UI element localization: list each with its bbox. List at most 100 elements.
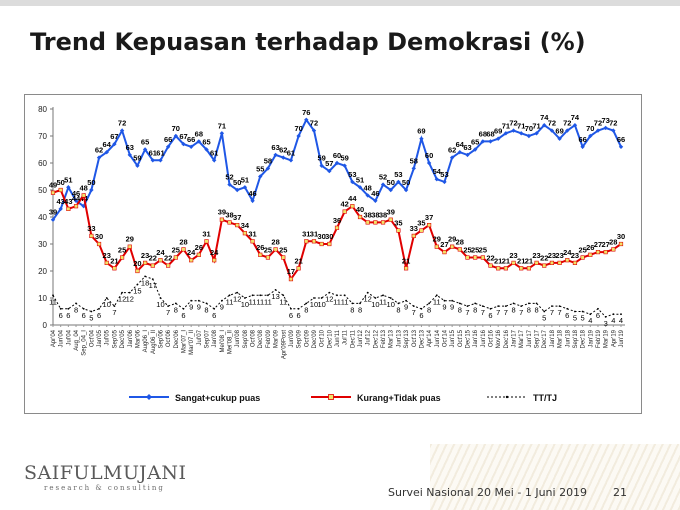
data-label: 23: [103, 251, 111, 260]
data-point-satisfied: [411, 166, 416, 171]
data-label: 50: [57, 178, 65, 187]
data-label: 12: [364, 295, 372, 304]
data-point-tttj: [228, 294, 231, 297]
data-point-tttj: [113, 305, 116, 307]
data-label: 43: [64, 197, 72, 206]
data-label: 51: [241, 175, 249, 184]
x-tick-label: Aug06_I: [143, 330, 149, 353]
data-label: 21: [110, 256, 118, 265]
data-point-satisfied: [373, 198, 378, 203]
data-point-tttj: [574, 310, 576, 313]
data-label: 9: [197, 303, 201, 312]
data-label: 39: [49, 208, 57, 217]
data-point-dissatisfied: [296, 266, 301, 271]
data-label: 39: [387, 208, 395, 217]
data-point-tttj: [474, 302, 477, 305]
x-tick-label: Jun'17: [527, 329, 533, 347]
data-label: 28: [179, 237, 187, 246]
data-point-satisfied: [66, 185, 71, 190]
data-label: 52: [225, 173, 233, 182]
data-label: 23: [548, 251, 556, 260]
data-label: 64: [456, 140, 465, 149]
data-label: 7: [112, 308, 116, 317]
data-label: 4: [619, 316, 623, 325]
data-point-tttj: [604, 316, 607, 318]
data-point-tttj: [527, 302, 530, 305]
data-label: 26: [256, 243, 264, 252]
data-label: 12: [233, 295, 241, 304]
data-point-tttj: [374, 297, 377, 299]
data-label: 39: [218, 208, 226, 217]
data-label: 61: [210, 148, 218, 157]
data-point-satisfied: [480, 139, 486, 144]
legend-label: Sangat+cukup puas: [175, 393, 260, 403]
x-tick-label: Jun'04: [59, 329, 65, 347]
data-label: 72: [118, 119, 126, 128]
data-label: 11: [341, 297, 349, 306]
data-point-satisfied: [173, 133, 179, 139]
data-label: 68: [479, 129, 487, 138]
data-label: 25: [264, 246, 272, 255]
data-point-dissatisfied: [196, 252, 201, 257]
data-label: 5: [581, 314, 585, 323]
legend-label: TT/TJ: [533, 393, 557, 403]
x-tick-label: Mar'07_I: [181, 330, 187, 353]
data-point-tttj: [458, 302, 461, 305]
data-point-tttj: [282, 294, 285, 297]
data-point-dissatisfied: [127, 244, 132, 249]
data-label: 49: [49, 181, 57, 190]
x-tick-label: Jul'11: [343, 329, 349, 345]
data-label: 7: [481, 308, 485, 317]
data-label: 27: [440, 240, 448, 249]
x-tick-label: Dec'08: [258, 329, 264, 348]
data-label: 12: [126, 295, 134, 304]
data-label: 21: [294, 256, 302, 265]
data-label: 70: [586, 124, 594, 133]
data-label: 23: [571, 251, 579, 260]
data-label: 25: [463, 246, 471, 255]
data-point-satisfied: [211, 158, 217, 163]
data-label: 72: [310, 119, 318, 128]
x-tick-label: Sep'06: [158, 329, 164, 348]
data-label: 31: [302, 229, 310, 238]
data-point-tttj: [443, 299, 446, 302]
data-point-satisfied: [396, 179, 401, 185]
data-point-satisfied: [242, 185, 248, 190]
x-tick-label: Jun'16: [481, 329, 487, 347]
data-point-satisfied: [96, 155, 102, 160]
data-label: 5: [573, 314, 577, 323]
x-tick-label: Mar'06: [135, 329, 141, 348]
data-label: 36: [333, 216, 341, 225]
data-point-satisfied: [188, 144, 194, 149]
data-point-tttj: [336, 294, 338, 297]
data-label: 22: [486, 254, 494, 263]
data-label: 62: [448, 146, 456, 155]
data-point-satisfied: [488, 139, 493, 144]
data-label: 69: [494, 127, 502, 136]
decorative-pattern: [430, 444, 680, 510]
data-point-satisfied: [112, 141, 117, 147]
data-point-tttj: [128, 291, 131, 294]
data-label: 9: [189, 303, 193, 312]
data-point-tttj: [481, 305, 484, 307]
data-point-satisfied: [81, 204, 86, 209]
x-tick-label: Aug_04: [74, 329, 80, 350]
data-point-dissatisfied: [258, 252, 263, 257]
data-point-tttj: [82, 307, 85, 310]
data-label: 8: [396, 305, 400, 314]
x-tick-label: Dec'10: [327, 329, 333, 348]
data-label: 70: [294, 124, 302, 133]
data-point-dissatisfied: [519, 266, 524, 271]
data-label: 40: [356, 205, 364, 214]
data-point-dissatisfied: [181, 247, 186, 252]
data-label: 31: [310, 229, 318, 238]
data-label: 50: [87, 178, 95, 187]
data-label: 23: [555, 251, 563, 260]
data-point-dissatisfied: [473, 255, 478, 260]
x-tick-label: Apr'19: [611, 329, 617, 347]
x-tick-label: Sep'17: [535, 329, 541, 348]
data-label: 31: [202, 229, 210, 238]
x-tick-label: Jun'15: [450, 329, 456, 347]
data-label: 12: [118, 295, 126, 304]
data-label: 44: [72, 194, 81, 203]
